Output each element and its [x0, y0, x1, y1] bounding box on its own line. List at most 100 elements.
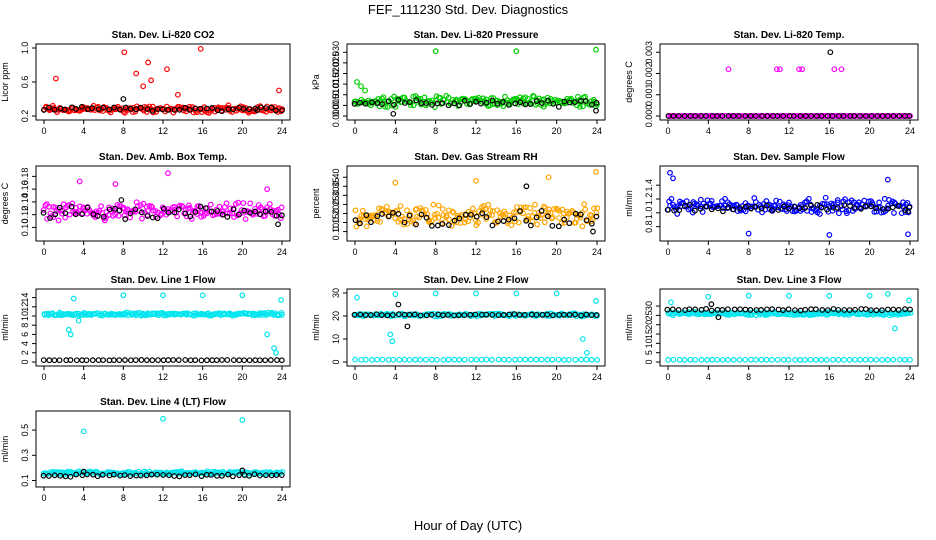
data-point	[121, 472, 128, 479]
data-point	[385, 213, 392, 220]
chart-panel: Stan. Dev. Line 3 Flow ml/min 0 4 8 12 16 20 24 0…	[624, 275, 919, 382]
x-tick-label: 12	[471, 372, 481, 382]
data-point	[118, 197, 125, 203]
data-series	[41, 96, 285, 115]
data-point	[279, 107, 285, 114]
data-point	[165, 357, 172, 363]
data-point	[842, 196, 848, 203]
data-point	[423, 214, 430, 221]
x-tick-label: 20	[552, 126, 562, 136]
data-point	[246, 357, 253, 364]
data-point	[241, 357, 248, 364]
data-point	[792, 307, 798, 314]
data-point	[473, 213, 480, 220]
data-point	[708, 307, 715, 314]
y-tick-label: 0.10	[20, 219, 30, 237]
data-point	[411, 311, 418, 318]
data-point	[274, 357, 280, 363]
data-point	[236, 357, 243, 364]
data-point	[455, 312, 462, 319]
data-point	[593, 168, 599, 175]
x-tick-label: 16	[198, 247, 208, 257]
data-series	[665, 49, 913, 119]
data-point	[383, 203, 390, 210]
data-point	[786, 205, 792, 212]
data-point	[544, 356, 551, 363]
data-point	[731, 306, 738, 313]
data-point	[478, 356, 485, 363]
data-point	[144, 106, 151, 113]
data-point	[758, 205, 765, 212]
data-point	[781, 203, 787, 210]
data-point	[127, 473, 134, 479]
data-point	[541, 219, 548, 226]
data-point	[752, 356, 759, 363]
data-point	[525, 213, 532, 219]
data-point	[906, 113, 913, 119]
y-tick-label: 1.0	[644, 207, 654, 220]
data-point	[508, 222, 515, 229]
data-point	[730, 356, 737, 363]
x-tick-label: 0	[41, 493, 46, 503]
data-point	[106, 206, 113, 213]
x-tick-label: 4	[393, 247, 398, 257]
data-point	[439, 100, 446, 107]
data-point	[254, 107, 261, 113]
data-point	[121, 49, 128, 56]
data-point	[99, 471, 106, 478]
data-point	[390, 356, 397, 363]
data-point	[468, 211, 474, 218]
data-point	[198, 357, 205, 364]
data-point	[429, 222, 435, 229]
data-point	[390, 209, 396, 216]
data-series	[664, 202, 913, 215]
data-point	[555, 223, 562, 230]
data-series	[351, 97, 600, 117]
data-point	[697, 196, 704, 203]
data-point	[127, 210, 134, 217]
data-point	[67, 473, 74, 480]
x-tick-label: 12	[158, 372, 168, 382]
data-point	[46, 357, 53, 364]
data-point	[52, 211, 59, 218]
data-point	[252, 357, 259, 364]
data-point	[277, 215, 284, 222]
data-point	[786, 292, 792, 299]
data-point	[517, 356, 523, 363]
data-point	[488, 356, 495, 363]
data-point	[208, 471, 214, 478]
data-point	[818, 113, 825, 119]
data-point	[584, 349, 590, 356]
data-point	[439, 221, 446, 227]
data-point	[404, 207, 410, 214]
data-point	[533, 214, 540, 221]
data-point	[122, 357, 128, 363]
data-point	[796, 66, 802, 73]
data-point	[219, 472, 225, 479]
data-point	[62, 106, 68, 113]
data-point	[708, 198, 715, 204]
data-point	[884, 176, 891, 183]
data-point	[774, 356, 781, 363]
data-point	[840, 356, 847, 363]
data-series	[40, 197, 285, 228]
figure-title: FEF_111230 Std. Dev. Diagnostics	[368, 2, 569, 17]
y-tick-label: 1.2	[644, 193, 654, 206]
x-tick-label: 4	[706, 372, 711, 382]
y-tick-label: 0.000	[644, 105, 654, 128]
y-tick-label: 0	[331, 359, 341, 364]
data-point	[197, 45, 204, 52]
data-point	[692, 356, 699, 363]
data-point	[84, 204, 91, 211]
data-point	[834, 205, 841, 211]
data-point	[670, 356, 677, 363]
data-point	[45, 473, 52, 479]
data-point	[545, 209, 552, 216]
data-series	[351, 301, 600, 330]
data-point	[896, 356, 903, 363]
data-point	[268, 104, 275, 111]
data-point	[171, 106, 178, 113]
x-tick-label: 8	[433, 126, 438, 136]
data-point	[392, 215, 398, 222]
data-point	[424, 211, 431, 218]
